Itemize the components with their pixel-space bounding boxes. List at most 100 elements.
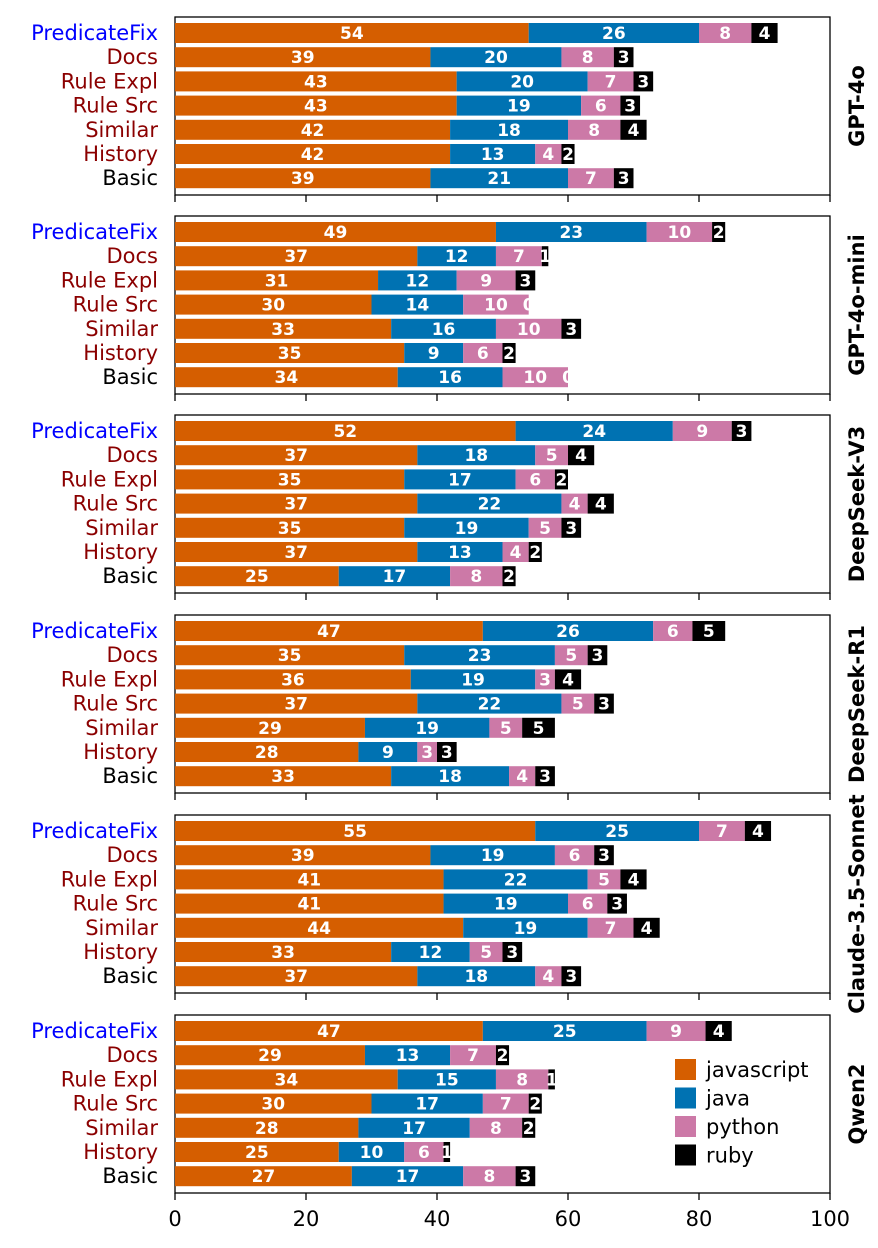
bar-java (430, 168, 568, 189)
bar-python (581, 95, 621, 116)
bar-python (561, 493, 588, 514)
value-label-ruby: 3 (565, 519, 577, 539)
value-label-python: 7 (467, 1046, 479, 1066)
value-label-ruby: 3 (506, 943, 518, 963)
bar-javascript (175, 542, 418, 562)
category-label: History (83, 142, 158, 166)
value-label-ruby: 3 (441, 743, 453, 763)
category-label: PredicateFix (31, 1019, 158, 1043)
value-label-java: 16 (438, 368, 462, 388)
value-label-java: 19 (461, 670, 485, 690)
value-label-java: 18 (438, 767, 462, 787)
value-label-java: 12 (406, 271, 430, 291)
category-label: PredicateFix (31, 220, 158, 244)
bar-python (587, 917, 634, 938)
bar-python (587, 71, 634, 92)
bar-python (528, 517, 562, 538)
category-label: Rule Expl (61, 69, 158, 93)
bar-ruby (587, 493, 614, 514)
bar-python (535, 966, 562, 987)
value-label-ruby: 2 (562, 145, 574, 165)
category-label: Rule Expl (61, 667, 158, 691)
value-label-java: 19 (514, 919, 538, 939)
value-label-python: 9 (696, 422, 708, 442)
value-label-python: 10 (523, 368, 547, 388)
category-label: Basic (102, 365, 158, 389)
bar-javascript (175, 343, 405, 363)
bar-python (535, 144, 562, 164)
bar-javascript (175, 621, 483, 641)
value-label-ruby: 3 (598, 846, 610, 866)
value-label-python: 5 (500, 719, 512, 739)
bar-javascript (175, 669, 411, 690)
value-label-ruby: 3 (565, 320, 577, 340)
bar-ruby (548, 1069, 555, 1090)
category-label: Docs (106, 45, 158, 69)
value-label-python: 3 (539, 670, 551, 690)
value-label-ruby: 3 (618, 169, 630, 189)
value-label-java: 13 (481, 145, 505, 165)
bar-java (417, 246, 496, 267)
bar-python (568, 893, 608, 914)
value-label-ruby: 4 (628, 870, 640, 890)
bar-java (443, 893, 568, 914)
bar-python (502, 542, 529, 562)
bar-python (469, 1117, 523, 1138)
value-label-ruby: 4 (628, 121, 640, 141)
value-label-ruby: 4 (713, 1022, 725, 1042)
bar-python (495, 246, 542, 267)
bar-javascript (175, 222, 496, 242)
bar-ruby (692, 621, 726, 641)
bar-python (417, 742, 437, 762)
bar-ruby (554, 469, 568, 490)
bar-java (397, 1069, 496, 1090)
bar-javascript (175, 1093, 372, 1114)
value-label-python: 6 (569, 846, 581, 866)
bar-javascript (175, 119, 451, 140)
value-label-ruby: 1 (441, 1143, 453, 1163)
value-label-ruby: 2 (503, 344, 515, 364)
bar-java (535, 821, 699, 841)
bar-java (417, 542, 503, 562)
bar-javascript (175, 717, 365, 738)
bar-java (378, 270, 457, 291)
value-label-java: 26 (556, 622, 580, 642)
value-label-java: 14 (406, 296, 430, 316)
bar-ruby (620, 869, 647, 890)
value-label-ruby: 4 (752, 822, 764, 842)
value-label-java: 25 (605, 822, 629, 842)
value-label-ruby: 3 (592, 646, 604, 666)
bar-python (561, 47, 614, 68)
value-label-java: 17 (396, 1167, 420, 1187)
value-label-ruby: 3 (637, 72, 649, 92)
value-label-javascript: 43 (304, 72, 328, 92)
value-label-python: 7 (513, 247, 525, 267)
legend-swatch-java (675, 1087, 696, 1109)
category-label: Rule Src (73, 692, 158, 716)
bar-javascript (175, 246, 418, 267)
bar-java (515, 421, 673, 441)
value-label-java: 19 (507, 97, 531, 117)
value-label-java: 19 (455, 519, 479, 539)
value-label-java: 16 (432, 320, 456, 340)
bar-java (371, 294, 464, 315)
value-label-javascript: 28 (255, 743, 279, 763)
value-label-python: 5 (565, 646, 577, 666)
bar-javascript (175, 917, 464, 938)
category-label: Docs (106, 244, 158, 268)
bar-java (463, 917, 588, 938)
x-tick-label: 60 (555, 1207, 582, 1231)
value-label-ruby: 2 (713, 223, 725, 243)
value-label-javascript: 33 (271, 320, 295, 340)
bar-ruby (561, 318, 582, 339)
legend-label-ruby: ruby (706, 1144, 754, 1168)
value-label-java: 13 (448, 543, 472, 563)
value-label-java: 22 (478, 695, 502, 715)
bar-ruby (443, 1142, 451, 1162)
bar-java (450, 144, 536, 164)
bar-java (456, 71, 588, 92)
bar-python (404, 1142, 444, 1162)
value-label-java: 23 (559, 223, 583, 243)
value-label-ruby: 3 (598, 695, 610, 715)
